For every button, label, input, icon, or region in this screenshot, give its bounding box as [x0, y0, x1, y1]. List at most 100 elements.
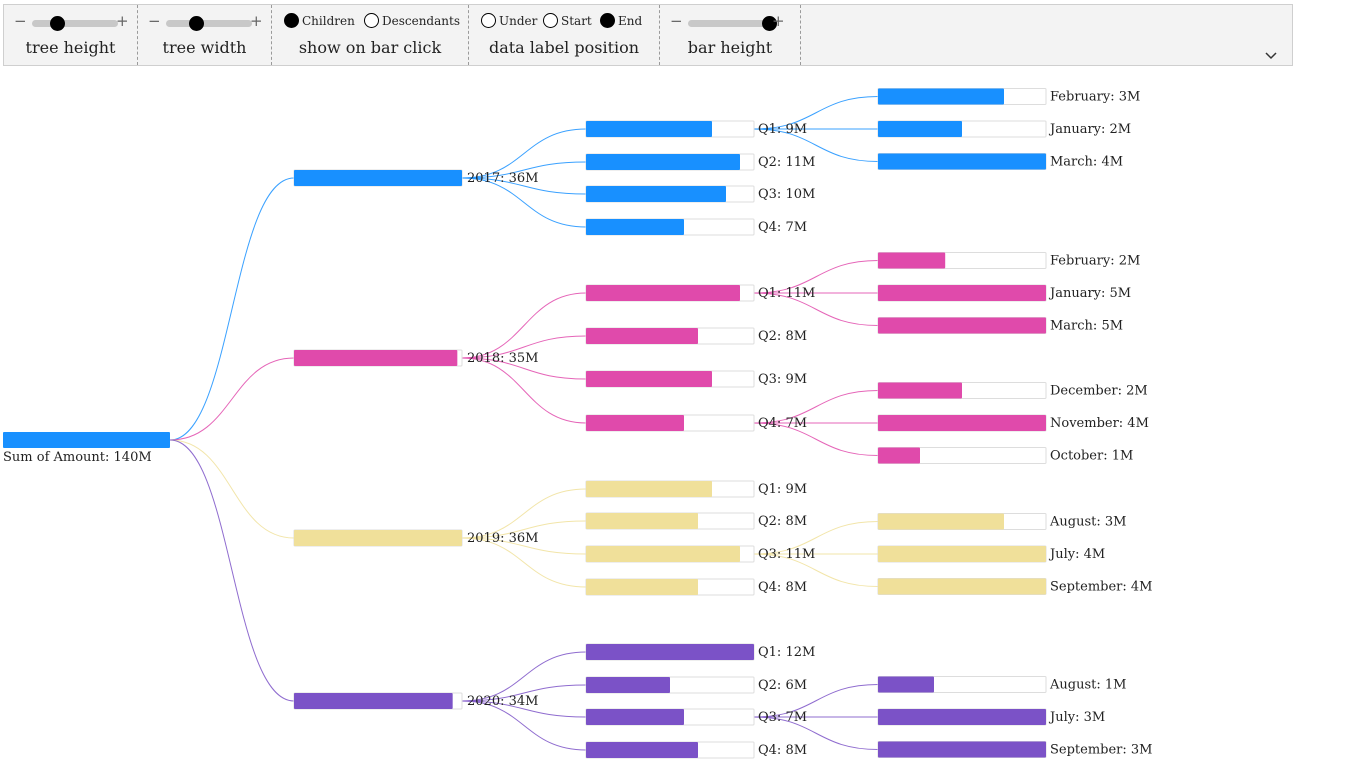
quarter-2017-Q2-bar[interactable] — [586, 154, 740, 170]
radio-descendants-dot[interactable] — [364, 13, 379, 28]
tree-link — [753, 684, 879, 718]
quarter-2020-Q3-bar[interactable] — [586, 709, 684, 725]
tree-link — [461, 357, 587, 424]
quarter-2018-Q4-bar[interactable] — [586, 415, 684, 431]
slider-track[interactable] — [32, 20, 118, 27]
year-2019-bar[interactable] — [294, 530, 462, 546]
month-2018-Q4-1-label: November: 4M — [1050, 416, 1149, 431]
quarter-2020-Q1-label: Q1: 12M — [758, 645, 815, 660]
radio-children[interactable]: Children — [284, 13, 355, 28]
month-2018-Q1-1-bar[interactable] — [878, 285, 1046, 301]
radio-under[interactable]: Under — [481, 13, 537, 28]
month-2018-Q4-1-bar[interactable] — [878, 415, 1046, 431]
quarter-2018-Q3-bar[interactable] — [586, 371, 712, 387]
year-2020-bar[interactable] — [294, 693, 453, 709]
radio-start-dot[interactable] — [543, 13, 558, 28]
tree-height-slider[interactable]: − + — [14, 12, 129, 31]
tree-link — [169, 357, 295, 441]
year-2017-label: 2017: 36M — [467, 171, 538, 186]
month-2019-Q3-0-bar[interactable] — [878, 513, 1004, 530]
quarter-2019-Q2-bar[interactable] — [586, 513, 698, 529]
tree-link — [461, 700, 587, 751]
plus-icon[interactable]: + — [116, 12, 129, 30]
year-2019-label: 2019: 36M — [467, 531, 538, 546]
data-label-position-label: data label position — [488, 38, 640, 57]
tree-height-label: tree height — [25, 38, 116, 57]
tree-link — [461, 177, 587, 195]
radio-under-dot[interactable] — [481, 13, 496, 28]
plus-icon[interactable]: + — [250, 12, 263, 30]
month-2020-Q3-1-bar[interactable] — [878, 709, 1046, 725]
quarter-2018-Q2-bar[interactable] — [586, 328, 698, 344]
plus-icon[interactable]: + — [772, 12, 785, 30]
month-2018-Q4-0-bar[interactable] — [878, 382, 962, 399]
minus-icon[interactable]: − — [670, 12, 683, 30]
month-2018-Q1-0-label: February: 2M — [1050, 254, 1140, 269]
radio-end-dot[interactable] — [600, 13, 615, 28]
quarter-2019-Q2-label: Q2: 8M — [758, 514, 807, 529]
slider-track[interactable] — [166, 20, 252, 27]
bar-height-control: − + bar height — [660, 5, 801, 65]
minus-icon[interactable]: − — [148, 12, 161, 30]
tree-width-slider[interactable]: − + — [148, 12, 263, 31]
month-2017-Q1-2-bar[interactable] — [878, 153, 1046, 170]
month-2018-Q4-0-label: December: 2M — [1050, 384, 1148, 399]
month-2018-Q1-2-bar[interactable] — [878, 317, 1046, 334]
quarter-2020-Q3-label: Q3: 7M — [758, 710, 807, 725]
month-2019-Q3-1-label: July: 4M — [1048, 547, 1105, 562]
month-2019-Q3-2-bar[interactable] — [878, 578, 1046, 595]
show-on-bar-click-control: Children Descendants show on bar click — [272, 5, 469, 65]
month-2017-Q1-0-label: February: 3M — [1050, 90, 1140, 105]
quarter-2019-Q1-bar[interactable] — [586, 481, 712, 497]
month-2018-Q4-2-label: October: 1M — [1050, 449, 1133, 464]
slider-thumb[interactable] — [50, 16, 66, 31]
quarter-2017-Q4-label: Q4: 7M — [758, 220, 807, 235]
year-2020-label: 2020: 34M — [467, 694, 538, 709]
slider-thumb[interactable] — [188, 16, 204, 31]
root-bar[interactable] — [3, 432, 170, 448]
month-2020-Q3-0-label: August: 1M — [1049, 678, 1126, 693]
chevron-down-icon[interactable] — [1264, 49, 1278, 63]
tree-width-control: − + tree width — [138, 5, 272, 65]
quarter-2020-Q1-bar[interactable] — [586, 644, 754, 660]
radio-children-dot[interactable] — [284, 13, 299, 28]
month-2018-Q4-2-bar[interactable] — [878, 447, 920, 464]
year-2018-bar[interactable] — [294, 350, 458, 366]
year-2017-bar[interactable] — [294, 170, 462, 186]
slider-track[interactable] — [688, 20, 774, 27]
quarter-2020-Q4-bar[interactable] — [586, 742, 698, 758]
quarter-2017-Q1-bar[interactable] — [586, 121, 712, 137]
quarter-2018-Q1-bar[interactable] — [586, 285, 740, 301]
tree-link — [461, 488, 587, 539]
quarter-2020-Q2-bar[interactable] — [586, 677, 670, 693]
month-2020-Q3-2-bar[interactable] — [878, 741, 1046, 758]
radio-end[interactable]: End — [600, 13, 642, 28]
tree-link — [169, 439, 295, 539]
minus-icon[interactable]: − — [14, 12, 27, 30]
radio-start[interactable]: Start — [543, 13, 592, 28]
quarter-2017-Q4-bar[interactable] — [586, 219, 684, 235]
month-2017-Q1-0-bar[interactable] — [878, 88, 1004, 105]
month-2020-Q3-0-bar[interactable] — [878, 676, 934, 693]
bar-height-slider[interactable]: − + — [670, 12, 785, 31]
tree-link — [753, 521, 879, 555]
tree-link — [461, 684, 587, 702]
quarter-2020-Q2-label: Q2: 6M — [758, 678, 807, 693]
quarter-2018-Q3-label: Q3: 9M — [758, 372, 807, 387]
quarter-2019-Q3-bar[interactable] — [586, 546, 740, 562]
quarter-2017-Q3-bar[interactable] — [586, 186, 726, 202]
month-2019-Q3-1-bar[interactable] — [878, 546, 1046, 562]
links — [169, 96, 879, 751]
root-label: Sum of Amount: 140M — [3, 450, 152, 465]
tree-link — [461, 357, 587, 380]
month-2019-Q3-2-label: September: 4M — [1050, 580, 1153, 595]
slider-thumb[interactable] — [762, 16, 778, 31]
quarter-2019-Q4-label: Q4: 8M — [758, 580, 807, 595]
month-2019-Q3-0-label: August: 3M — [1049, 515, 1126, 530]
month-2017-Q1-1-bar[interactable] — [878, 121, 962, 137]
tree-link — [753, 390, 879, 424]
quarter-2019-Q4-bar[interactable] — [586, 579, 698, 595]
tree-link — [461, 177, 587, 228]
month-2018-Q1-0-bar[interactable] — [878, 252, 946, 269]
radio-descendants[interactable]: Descendants — [364, 13, 460, 28]
